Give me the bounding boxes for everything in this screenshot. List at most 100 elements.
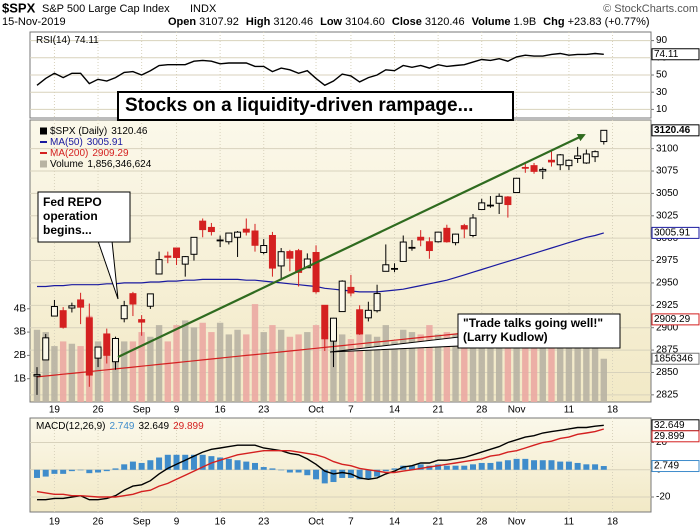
volume-bar	[216, 322, 224, 402]
volume-bar	[199, 322, 206, 402]
volume-bar	[164, 341, 171, 402]
histogram-bar	[190, 454, 197, 470]
volume-tick-label: 3B	[14, 327, 27, 338]
volume-bar	[469, 332, 477, 402]
histogram-bar	[286, 469, 293, 473]
quote-label: High	[246, 16, 271, 28]
x-tick-label: Sep	[133, 405, 151, 416]
histogram-bar	[504, 460, 511, 470]
value-tag: 1856346	[654, 353, 693, 364]
candle-body	[77, 299, 85, 308]
histogram-bar	[34, 469, 40, 478]
candle-body	[225, 232, 233, 243]
exchange: INDX	[190, 3, 217, 15]
candle-body	[181, 256, 189, 265]
volume-bar	[77, 346, 84, 402]
quote-value: 3120.46	[425, 16, 465, 28]
kudlow-note: (Larry Kudlow)	[463, 330, 548, 344]
x-tick-label: 23	[258, 517, 270, 528]
candle-body	[382, 264, 390, 272]
histogram-bar	[243, 461, 250, 470]
panel-legend: MACD(12,26,9) 2.749 32.649 29.899	[36, 421, 204, 432]
volume-bar	[33, 329, 41, 402]
histogram-bar	[138, 462, 145, 470]
legend-text: MACD(12,26,9)	[36, 421, 105, 432]
value-tag: 3120.46	[654, 125, 691, 136]
y-tick-label: 20	[656, 437, 668, 448]
x-tick-label: 26	[92, 517, 104, 528]
candle-body	[129, 293, 137, 305]
histogram-bar	[156, 457, 163, 470]
candle-body	[234, 231, 242, 238]
x-tick-label: 21	[433, 405, 445, 416]
candle-body	[495, 195, 503, 204]
x-tick-label: Nov	[508, 405, 526, 416]
candle-body	[425, 241, 433, 252]
volume-bar	[408, 332, 416, 402]
candle-body	[111, 337, 119, 363]
legend-entry: Volume 1,856,346,624	[50, 159, 152, 170]
x-tick-label: 18	[607, 517, 619, 528]
candle-body	[356, 309, 364, 335]
volume-bar	[103, 343, 110, 402]
value-tag: 2909.29	[654, 314, 691, 325]
candle-body	[295, 250, 303, 273]
x-tick-label: 19	[49, 517, 61, 528]
candle-body	[530, 165, 538, 172]
legend-entry: MA(50) 3005.91	[50, 137, 123, 148]
value-tag: 2.749	[654, 461, 679, 472]
histogram-bar	[600, 466, 607, 470]
value-tag: 74.11	[654, 49, 679, 60]
candle-body	[42, 337, 50, 361]
histogram-bar	[129, 461, 136, 470]
volume-bar	[513, 329, 520, 402]
quote-value: +23.83 (+0.77%)	[568, 16, 650, 28]
index-name: S&P 500 Large Cap Index	[42, 3, 170, 15]
volume-bar	[138, 332, 145, 402]
histogram-bar	[565, 461, 572, 470]
annotations: Stocks on a liquidity-driven rampage... …	[37, 91, 621, 358]
quote-line: Open 3107.92 High 3120.46 Low 3104.60 Close 312…	[168, 16, 650, 28]
histogram-bar	[487, 462, 494, 470]
histogram-bar	[225, 458, 232, 470]
symbol: $SPX	[2, 0, 36, 15]
candle-body	[146, 293, 154, 307]
histogram-bar	[557, 461, 564, 470]
legend-text: $SPX (Daily)	[50, 126, 107, 137]
histogram-bar	[95, 469, 102, 473]
volume-bar	[574, 336, 581, 402]
volume-bar	[339, 334, 346, 402]
y-tick-label: 90	[656, 35, 668, 46]
candle-body	[251, 230, 259, 246]
legend-text: MA(50)	[50, 137, 83, 148]
value-tag: 32.649	[654, 420, 685, 431]
volume-bar	[208, 332, 215, 402]
histogram-bar	[574, 462, 581, 470]
candle-body	[190, 236, 198, 255]
volume-bar	[94, 341, 102, 402]
volume-bar	[382, 325, 389, 402]
y-tick-label: 10	[656, 104, 668, 115]
volume-bar	[548, 329, 555, 402]
y-tick-label: 3025	[656, 210, 679, 221]
volume-bar	[42, 332, 49, 402]
candle-body	[277, 251, 285, 267]
repo-note: Fed REPO	[43, 195, 102, 209]
histogram-bar	[461, 465, 468, 470]
candle-body	[574, 155, 582, 159]
y-tick-label: 30	[656, 87, 668, 98]
legend-text: 3120.46	[111, 126, 148, 137]
candle-body	[329, 317, 337, 342]
volume-bar	[557, 332, 564, 402]
y-tick-label: 50	[656, 70, 668, 81]
x-tick-label: 11	[564, 405, 575, 416]
volume-bar	[260, 332, 267, 402]
kudlow-note: "Trade talks going well!"	[463, 316, 603, 330]
volume-bar	[530, 327, 538, 402]
histogram-bar	[382, 469, 389, 472]
histogram-bar	[304, 469, 311, 476]
candle-body	[260, 245, 268, 253]
candle-body	[452, 233, 460, 244]
volume-bar	[269, 325, 276, 402]
candle-body	[338, 280, 346, 313]
